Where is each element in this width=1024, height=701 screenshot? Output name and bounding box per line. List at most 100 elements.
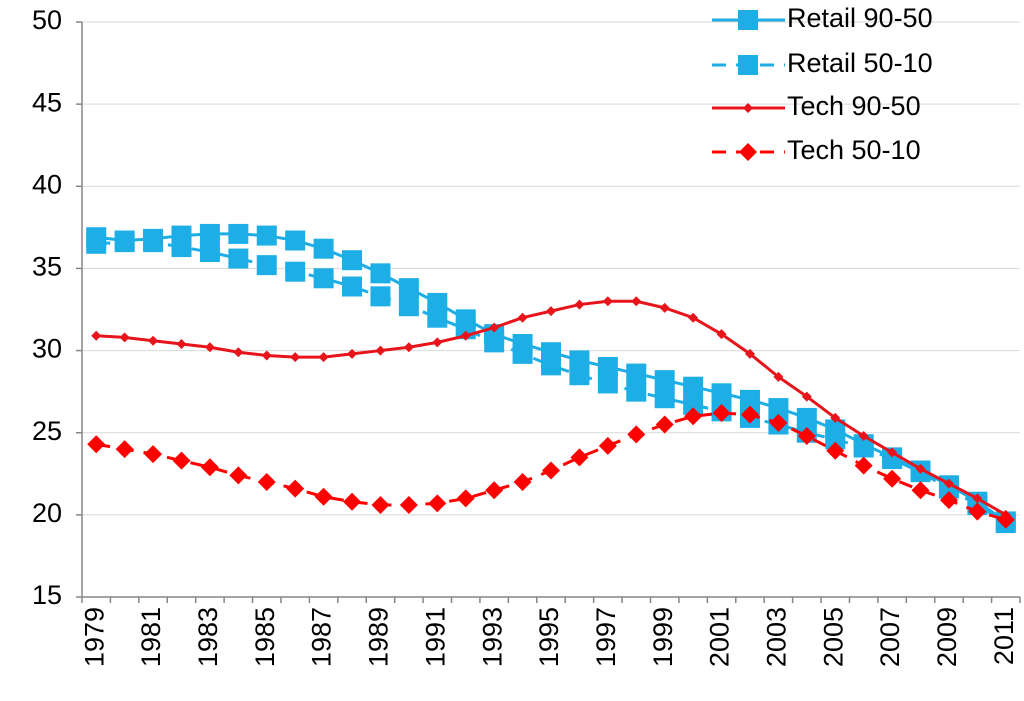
marker	[968, 502, 987, 521]
y-tick-label: 35	[32, 252, 62, 282]
marker	[144, 445, 163, 464]
marker	[915, 463, 926, 474]
series-line	[96, 240, 1007, 525]
marker	[542, 461, 560, 480]
x-tick-label: 1995	[534, 607, 564, 667]
series-line	[96, 299, 1007, 517]
marker	[512, 343, 533, 364]
x-tick-label: 2009	[932, 607, 962, 667]
x-tick-label: 1987	[307, 607, 337, 667]
marker	[484, 332, 505, 353]
marker	[285, 230, 306, 251]
legend-label: Tech 50-10	[787, 135, 921, 165]
marker	[911, 481, 930, 500]
marker	[286, 479, 305, 498]
marker	[199, 242, 220, 262]
marker	[172, 451, 191, 470]
marker	[546, 306, 556, 317]
marker	[626, 381, 647, 402]
marker	[313, 268, 334, 289]
marker	[229, 466, 248, 485]
marker	[290, 352, 301, 363]
marker	[996, 510, 1015, 529]
marker	[883, 469, 902, 488]
marker	[256, 225, 277, 246]
y-tick-label: 30	[32, 334, 62, 364]
legend-label: Retail 50-10	[787, 48, 933, 78]
x-tick-label: 1979	[79, 607, 109, 667]
marker	[825, 429, 846, 450]
marker	[683, 394, 704, 415]
x-tick-label: 1989	[364, 607, 394, 667]
marker	[943, 478, 954, 489]
marker	[743, 103, 753, 113]
marker	[313, 238, 334, 259]
marker	[574, 299, 585, 310]
legend-label: Retail 90-50	[787, 3, 933, 33]
x-tick-label: 2011	[989, 607, 1019, 665]
marker	[654, 370, 675, 391]
marker	[517, 312, 528, 323]
x-tick-label: 1991	[420, 607, 450, 667]
marker	[347, 348, 358, 359]
marker	[631, 296, 642, 307]
marker	[569, 365, 590, 386]
marker	[370, 286, 391, 307]
marker	[399, 496, 418, 514]
marker	[513, 473, 532, 491]
marker	[456, 489, 475, 508]
marker	[939, 491, 958, 510]
marker	[256, 255, 277, 276]
y-tick-label: 15	[32, 580, 62, 610]
marker	[233, 347, 244, 358]
marker	[716, 329, 727, 340]
marker	[87, 435, 106, 454]
marker	[740, 405, 759, 424]
marker	[342, 250, 363, 271]
marker	[460, 330, 471, 341]
x-tick-label: 2005	[818, 607, 848, 667]
marker	[86, 233, 107, 254]
x-tick-label: 1983	[193, 607, 223, 667]
marker	[171, 237, 192, 258]
y-tick-label: 50	[32, 5, 62, 35]
y-tick-label: 25	[32, 416, 62, 446]
x-tick-label: 2001	[705, 607, 735, 667]
marker	[143, 232, 164, 253]
marker	[541, 355, 561, 376]
marker	[427, 307, 448, 328]
marker	[176, 339, 187, 349]
marker	[228, 248, 249, 269]
marker	[114, 232, 135, 253]
marker	[854, 456, 873, 475]
marker	[801, 391, 812, 402]
marker	[257, 473, 276, 491]
marker	[688, 312, 699, 323]
marker	[972, 493, 983, 504]
marker	[768, 398, 789, 419]
marker	[627, 425, 646, 444]
x-tick-label: 1997	[591, 607, 621, 667]
x-tick-label: 1985	[250, 607, 280, 667]
marker	[797, 427, 816, 445]
marker	[769, 413, 788, 432]
marker	[489, 322, 500, 333]
x-tick-label: 1981	[136, 607, 166, 667]
marker	[738, 55, 758, 75]
marker	[853, 437, 874, 458]
marker	[739, 389, 760, 410]
marker	[659, 302, 670, 313]
marker	[398, 296, 419, 317]
y-tick-label: 20	[32, 498, 62, 528]
marker	[626, 363, 647, 384]
marker	[712, 404, 731, 422]
marker	[738, 10, 758, 30]
marker	[343, 492, 362, 511]
marker	[261, 350, 272, 361]
marker	[485, 481, 504, 500]
marker	[148, 335, 159, 346]
legend-label: Tech 90-50	[787, 91, 921, 121]
y-tick-label: 45	[32, 87, 62, 117]
marker	[597, 357, 618, 377]
